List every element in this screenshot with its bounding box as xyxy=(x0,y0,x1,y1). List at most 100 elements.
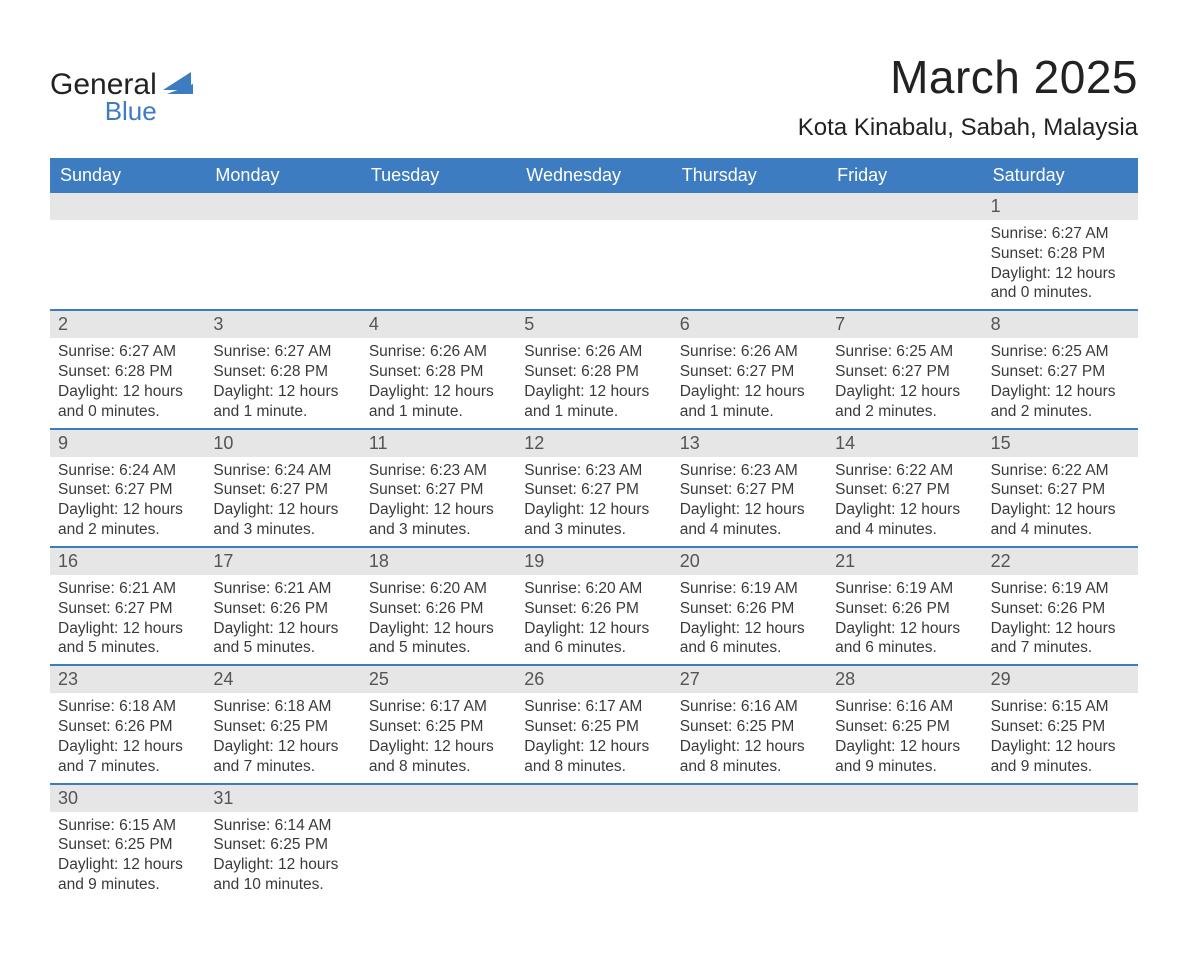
sunrise-line: Sunrise: 6:20 AM xyxy=(524,579,663,599)
day-cell: Sunrise: 6:19 AMSunset: 6:26 PMDaylight:… xyxy=(983,575,1138,664)
day-number xyxy=(516,193,671,220)
day-body-row: Sunrise: 6:18 AMSunset: 6:26 PMDaylight:… xyxy=(50,693,1138,782)
daylight-line: Daylight: 12 hours and 2 minutes. xyxy=(58,500,197,540)
day-number: 18 xyxy=(361,548,516,575)
day-number: 23 xyxy=(50,666,205,693)
weekday-header: Sunday xyxy=(50,158,205,193)
day-cell: Sunrise: 6:24 AMSunset: 6:27 PMDaylight:… xyxy=(50,457,205,546)
calendar-page: General Blue March 2025 Kota Kinabalu, S… xyxy=(0,0,1188,961)
sunrise-line: Sunrise: 6:23 AM xyxy=(369,461,508,481)
sunset-line: Sunset: 6:26 PM xyxy=(680,599,819,619)
day-number: 9 xyxy=(50,430,205,457)
sunrise-line: Sunrise: 6:26 AM xyxy=(369,342,508,362)
day-cell xyxy=(361,812,516,901)
day-cell: Sunrise: 6:23 AMSunset: 6:27 PMDaylight:… xyxy=(361,457,516,546)
sunset-line: Sunset: 6:27 PM xyxy=(991,480,1130,500)
day-cell xyxy=(672,812,827,901)
day-cell: Sunrise: 6:21 AMSunset: 6:26 PMDaylight:… xyxy=(205,575,360,664)
daylight-line: Daylight: 12 hours and 4 minutes. xyxy=(680,500,819,540)
daylight-line: Daylight: 12 hours and 1 minute. xyxy=(524,382,663,422)
day-cell xyxy=(516,812,671,901)
sunset-line: Sunset: 6:26 PM xyxy=(213,599,352,619)
daylight-line: Daylight: 12 hours and 6 minutes. xyxy=(680,619,819,659)
day-number: 20 xyxy=(672,548,827,575)
day-number: 2 xyxy=(50,311,205,338)
daylight-line: Daylight: 12 hours and 6 minutes. xyxy=(835,619,974,659)
daylight-line: Daylight: 12 hours and 9 minutes. xyxy=(991,737,1130,777)
sunset-line: Sunset: 6:27 PM xyxy=(991,362,1130,382)
day-number xyxy=(827,785,982,812)
day-body-row: Sunrise: 6:24 AMSunset: 6:27 PMDaylight:… xyxy=(50,457,1138,546)
day-cell xyxy=(205,220,360,309)
day-number: 13 xyxy=(672,430,827,457)
day-number: 27 xyxy=(672,666,827,693)
day-number: 4 xyxy=(361,311,516,338)
day-number: 19 xyxy=(516,548,671,575)
day-number xyxy=(672,193,827,220)
day-number: 29 xyxy=(983,666,1138,693)
sunset-line: Sunset: 6:26 PM xyxy=(835,599,974,619)
weekday-header-row: Sunday Monday Tuesday Wednesday Thursday… xyxy=(50,158,1138,193)
day-cell: Sunrise: 6:18 AMSunset: 6:25 PMDaylight:… xyxy=(205,693,360,782)
sunset-line: Sunset: 6:26 PM xyxy=(369,599,508,619)
day-number xyxy=(827,193,982,220)
sunrise-line: Sunrise: 6:15 AM xyxy=(58,816,197,836)
day-cell: Sunrise: 6:27 AMSunset: 6:28 PMDaylight:… xyxy=(50,338,205,427)
day-number: 14 xyxy=(827,430,982,457)
page-title: March 2025 xyxy=(798,50,1138,104)
sunset-line: Sunset: 6:25 PM xyxy=(680,717,819,737)
day-cell: Sunrise: 6:15 AMSunset: 6:25 PMDaylight:… xyxy=(50,812,205,901)
day-cell: Sunrise: 6:19 AMSunset: 6:26 PMDaylight:… xyxy=(827,575,982,664)
day-cell: Sunrise: 6:17 AMSunset: 6:25 PMDaylight:… xyxy=(516,693,671,782)
sunrise-line: Sunrise: 6:24 AM xyxy=(213,461,352,481)
day-cell: Sunrise: 6:27 AMSunset: 6:28 PMDaylight:… xyxy=(983,220,1138,309)
sunset-line: Sunset: 6:27 PM xyxy=(680,480,819,500)
sunrise-line: Sunrise: 6:26 AM xyxy=(524,342,663,362)
sunset-line: Sunset: 6:26 PM xyxy=(524,599,663,619)
sunrise-line: Sunrise: 6:27 AM xyxy=(58,342,197,362)
day-body-row: Sunrise: 6:27 AMSunset: 6:28 PMDaylight:… xyxy=(50,220,1138,309)
day-cell: Sunrise: 6:22 AMSunset: 6:27 PMDaylight:… xyxy=(827,457,982,546)
sunrise-line: Sunrise: 6:19 AM xyxy=(835,579,974,599)
day-body-row: Sunrise: 6:27 AM Sunset: 6:28 PM Daylight:… xyxy=(50,338,1138,427)
sunrise-line: Sunrise: 6:22 AM xyxy=(835,461,974,481)
day-cell: Sunrise: 6:26 AMSunset: 6:28 PMDaylight:… xyxy=(516,338,671,427)
day-cell: Sunrise: 6:26 AMSunset: 6:28 PMDaylight:… xyxy=(361,338,516,427)
daylight-line: Daylight: 12 hours and 7 minutes. xyxy=(58,737,197,777)
day-number: 8 xyxy=(983,311,1138,338)
sunrise-line: Sunrise: 6:20 AM xyxy=(369,579,508,599)
sunrise-line: Sunrise: 6:18 AM xyxy=(58,697,197,717)
sunrise-line: Sunrise: 6:16 AM xyxy=(680,697,819,717)
sunset-line: Sunset: 6:27 PM xyxy=(524,480,663,500)
day-body-row: Sunrise: 6:15 AMSunset: 6:25 PMDaylight:… xyxy=(50,812,1138,901)
title-block: March 2025 Kota Kinabalu, Sabah, Malaysi… xyxy=(798,50,1138,142)
sunset-line: Sunset: 6:25 PM xyxy=(213,717,352,737)
sunrise-line: Sunrise: 6:26 AM xyxy=(680,342,819,362)
day-cell: Sunrise: 6:14 AMSunset: 6:25 PMDaylight:… xyxy=(205,812,360,901)
calendar-grid: Sunday Monday Tuesday Wednesday Thursday… xyxy=(50,158,1138,901)
daylight-line: Daylight: 12 hours and 4 minutes. xyxy=(835,500,974,540)
sunrise-line: Sunrise: 6:21 AM xyxy=(213,579,352,599)
sunset-line: Sunset: 6:27 PM xyxy=(680,362,819,382)
daylight-line: Daylight: 12 hours and 5 minutes. xyxy=(213,619,352,659)
day-number: 16 xyxy=(50,548,205,575)
daylight-line: Daylight: 12 hours and 6 minutes. xyxy=(524,619,663,659)
sunrise-line: Sunrise: 6:22 AM xyxy=(991,461,1130,481)
day-number-row: 2345678 xyxy=(50,311,1138,338)
sunset-line: Sunset: 6:28 PM xyxy=(369,362,508,382)
daylight-line: Daylight: 12 hours and 3 minutes. xyxy=(213,500,352,540)
header-bar: General Blue March 2025 Kota Kinabalu, S… xyxy=(50,50,1138,142)
calendar-week: 16171819202122Sunrise: 6:21 AMSunset: 6:… xyxy=(50,546,1138,664)
day-number xyxy=(361,193,516,220)
sunrise-line: Sunrise: 6:23 AM xyxy=(680,461,819,481)
sunset-line: Sunset: 6:25 PM xyxy=(835,717,974,737)
sunset-line: Sunset: 6:28 PM xyxy=(991,244,1130,264)
daylight-line: Daylight: 12 hours and 10 minutes. xyxy=(213,855,352,895)
sunrise-line: Sunrise: 6:18 AM xyxy=(213,697,352,717)
sunrise-line: Sunrise: 6:27 AM xyxy=(213,342,352,362)
daylight-line: Daylight: 12 hours and 1 minute. xyxy=(213,382,352,422)
page-subtitle: Kota Kinabalu, Sabah, Malaysia xyxy=(798,114,1138,142)
day-number: 30 xyxy=(50,785,205,812)
day-number xyxy=(361,785,516,812)
day-body-row: Sunrise: 6:21 AMSunset: 6:27 PMDaylight:… xyxy=(50,575,1138,664)
